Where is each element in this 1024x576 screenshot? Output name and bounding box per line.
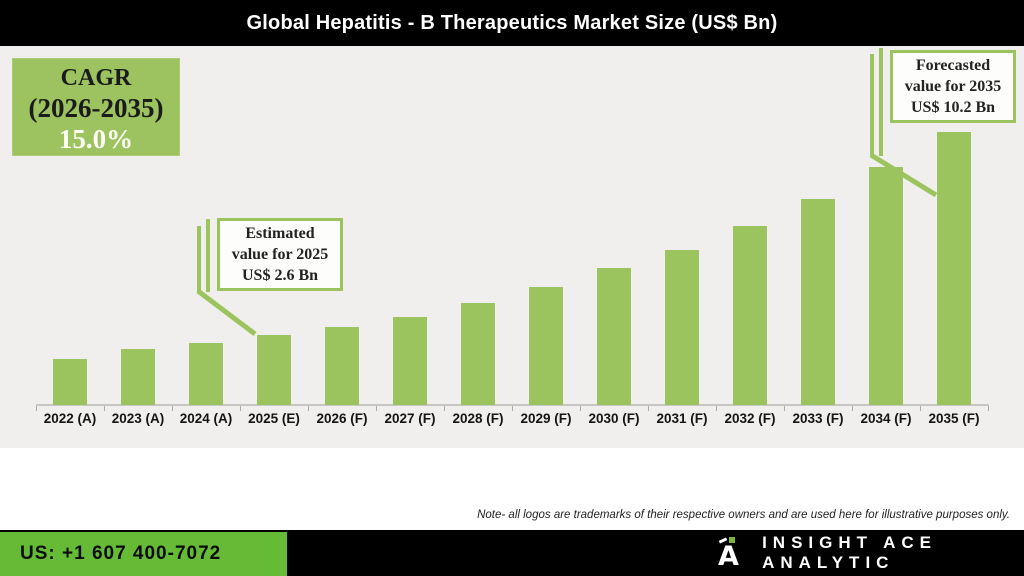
estimated-line2: value for 2025 [231, 246, 329, 263]
x-axis-label: 2026 (F) [316, 411, 368, 426]
phone-contact-box: US: +1 607 400-7072 [0, 532, 287, 576]
bar-chart: CAGR (2026-2035) 15.0% 2022 (A) 2023 (A) 2… [0, 46, 1024, 448]
insight-ace-brand: A INSIGHT ACE ANALYTIC [712, 530, 1024, 576]
x-axis-label: 2032 (F) [724, 411, 776, 426]
trademark-note: Note- all logos are trademarks of their … [477, 509, 1010, 521]
bar-2024 [189, 343, 223, 405]
bar-2029 [529, 287, 563, 405]
axis-tick [580, 406, 581, 411]
x-axis-label: 2030 (F) [588, 411, 640, 426]
bar-2031 [665, 250, 699, 405]
axis-tick [512, 406, 513, 411]
bar-2022 [53, 359, 87, 405]
cagr-period: (2026-2035) [28, 93, 164, 123]
bar-2025 [257, 335, 291, 405]
bar-2026 [325, 327, 359, 405]
axis-tick [376, 406, 377, 411]
x-axis-label: 2033 (F) [792, 411, 844, 426]
axis-tick [988, 406, 989, 411]
forecasted-line3: US$ 10.2 Bn [910, 99, 996, 116]
logo-green-dot [729, 537, 735, 543]
x-axis-label: 2024 (A) [179, 411, 233, 426]
bar-2033 [801, 199, 835, 405]
brand-name: INSIGHT ACE ANALYTIC [762, 533, 937, 572]
page-title: Global Hepatitis - B Therapeutics Market… [246, 11, 778, 34]
estimated-value-callout: Estimated value for 2025 US$ 2.6 Bn [217, 218, 343, 291]
x-axis-label: 2031 (F) [656, 411, 708, 426]
x-axis-label: 2022 (A) [43, 411, 97, 426]
logo-letter: A [718, 541, 739, 572]
footer-bar: US: +1 607 400-7072 A INSIGHT ACE ANALYT… [0, 530, 1024, 576]
bar-2027 [393, 317, 427, 405]
estimated-line1: Estimated [245, 225, 315, 242]
axis-tick [104, 406, 105, 411]
phone-number: US: +1 607 400-7072 [20, 543, 222, 564]
x-axis-line [36, 404, 989, 406]
bar-2032 [733, 226, 767, 405]
axis-tick [172, 406, 173, 411]
forecasted-line1: Forecasted [915, 57, 991, 74]
bar-2023 [121, 349, 155, 405]
x-axis-label: 2034 (F) [860, 411, 912, 426]
axis-tick [920, 406, 921, 411]
axis-tick [36, 406, 37, 411]
title-bar: Global Hepatitis - B Therapeutics Market… [0, 0, 1024, 46]
cagr-label: CAGR [60, 65, 132, 91]
axis-tick [308, 406, 309, 411]
insight-ace-a-icon: A [712, 535, 740, 575]
x-axis-label: 2028 (F) [452, 411, 504, 426]
x-axis-label: 2025 (E) [248, 411, 300, 426]
axis-tick [240, 406, 241, 411]
axis-tick [852, 406, 853, 411]
axis-tick [444, 406, 445, 411]
forecasted-line2: value for 2035 [904, 78, 1002, 95]
cagr-badge: CAGR (2026-2035) 15.0% [12, 58, 180, 156]
x-axis-label: 2027 (F) [384, 411, 436, 426]
market-contributors-band: Market Contributors: GILEAD [0, 448, 1024, 530]
bar-2030 [597, 268, 631, 405]
bar-2034 [869, 167, 903, 405]
axis-tick [784, 406, 785, 411]
axis-tick [648, 406, 649, 411]
x-axis-label: 2023 (A) [111, 411, 165, 426]
bar-2028 [461, 303, 495, 405]
axis-tick [716, 406, 717, 411]
estimated-line3: US$ 2.6 Bn [241, 267, 319, 284]
forecasted-value-callout: Forecasted value for 2035 US$ 10.2 Bn [890, 50, 1016, 123]
x-axis-label: 2029 (F) [520, 411, 572, 426]
x-axis-label: 2035 (F) [928, 411, 980, 426]
bar-2035 [937, 132, 971, 405]
cagr-value: 15.0% [58, 124, 134, 154]
